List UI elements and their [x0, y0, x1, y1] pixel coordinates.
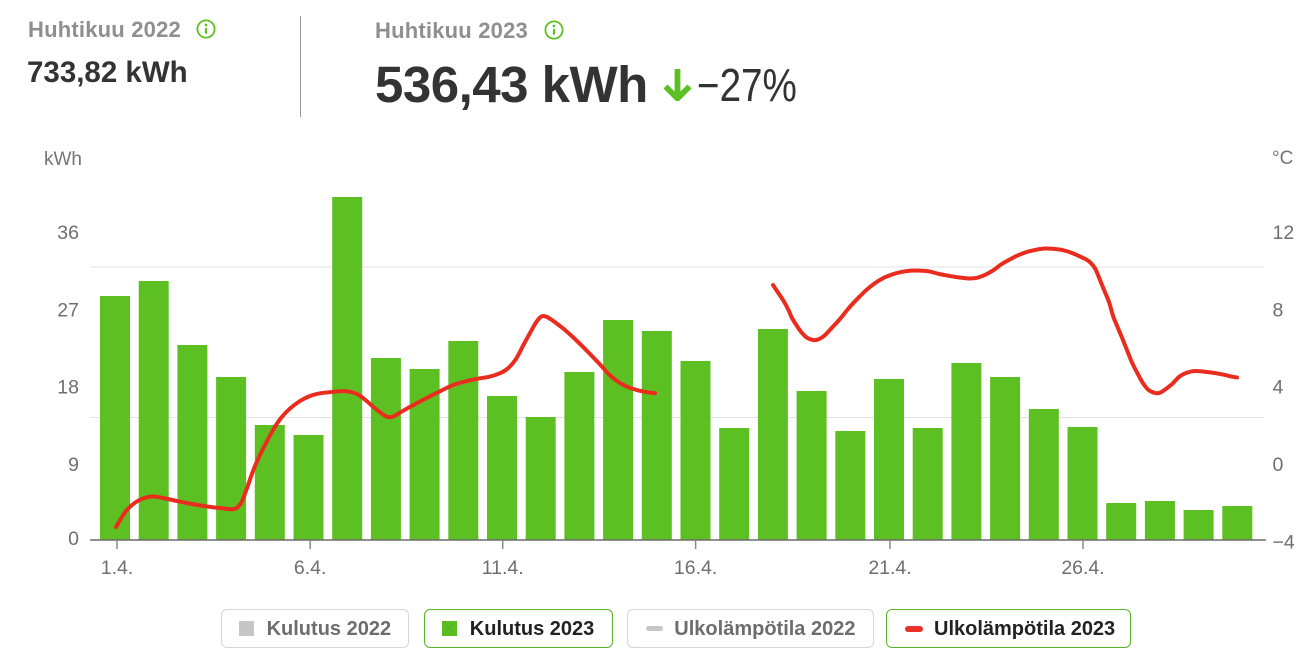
- svg-text:26.4.: 26.4.: [1061, 557, 1104, 579]
- svg-text:8: 8: [1273, 299, 1284, 321]
- svg-text:4: 4: [1273, 377, 1284, 399]
- svg-text:6.4.: 6.4.: [294, 557, 327, 579]
- svg-text:27: 27: [57, 299, 79, 321]
- svg-text:36: 36: [57, 222, 79, 244]
- svg-text:18: 18: [57, 377, 79, 399]
- svg-text:12: 12: [1273, 222, 1295, 244]
- svg-text:9: 9: [68, 454, 79, 476]
- svg-text:0: 0: [68, 528, 79, 550]
- svg-text:16.4.: 16.4.: [674, 557, 717, 579]
- svg-text:kWh: kWh: [44, 149, 82, 170]
- svg-text:21.4.: 21.4.: [868, 557, 911, 579]
- svg-text:−4: −4: [1273, 532, 1295, 554]
- svg-text:1.4.: 1.4.: [101, 557, 134, 579]
- svg-text:°C: °C: [1272, 148, 1293, 169]
- svg-text:11.4.: 11.4.: [482, 557, 524, 579]
- svg-text:0: 0: [1273, 454, 1284, 476]
